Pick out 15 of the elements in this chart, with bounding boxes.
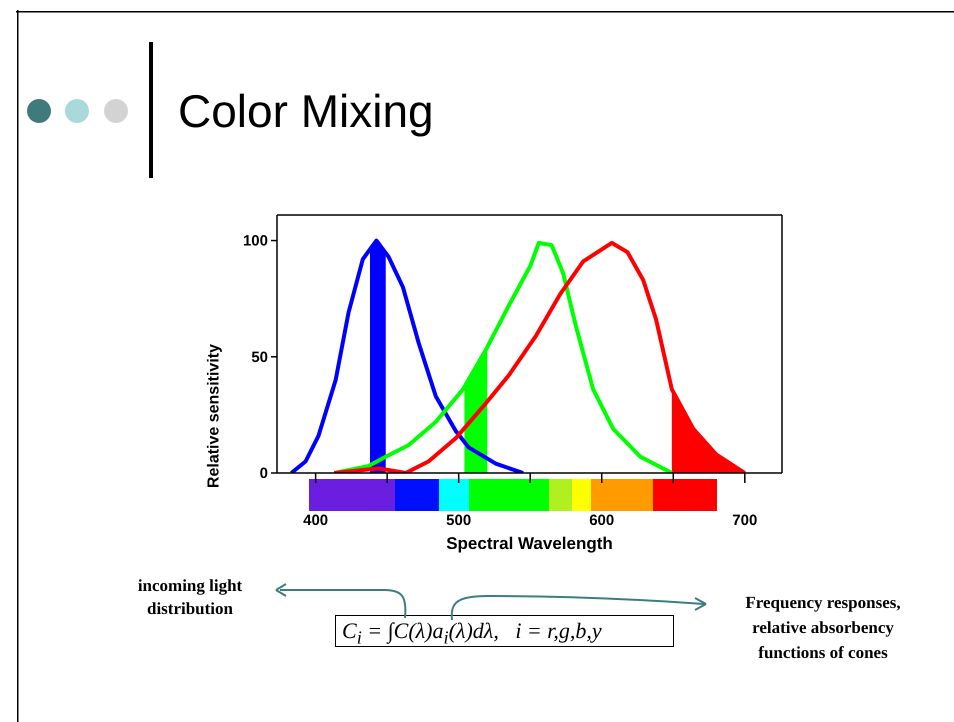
y-tick-label: 0 [260,465,268,482]
x-tick-label: 500 [446,512,472,529]
text: Frequency responses, relative absorbency functions of cones [744,592,902,664]
line-series [332,240,674,473]
x-tick-label: 600 [589,512,614,529]
line-series [289,238,526,473]
x-axis-title: Spectral Wavelength [446,534,613,553]
text: C$_{i}$ = ∫C(λ)a$_{i}$(λ)dλ, i = r,g,b,y [341,617,603,650]
x-tick-label: 700 [732,512,758,529]
y-tick-label: 50 [251,348,268,366]
text: incoming light distribution [136,575,244,620]
chart-title: Color Mixing [178,84,434,138]
y-axis-title: Relative sensitivity [206,344,223,488]
y-tick-label: 100 [242,232,268,250]
x-tick-label: 400 [303,512,328,529]
